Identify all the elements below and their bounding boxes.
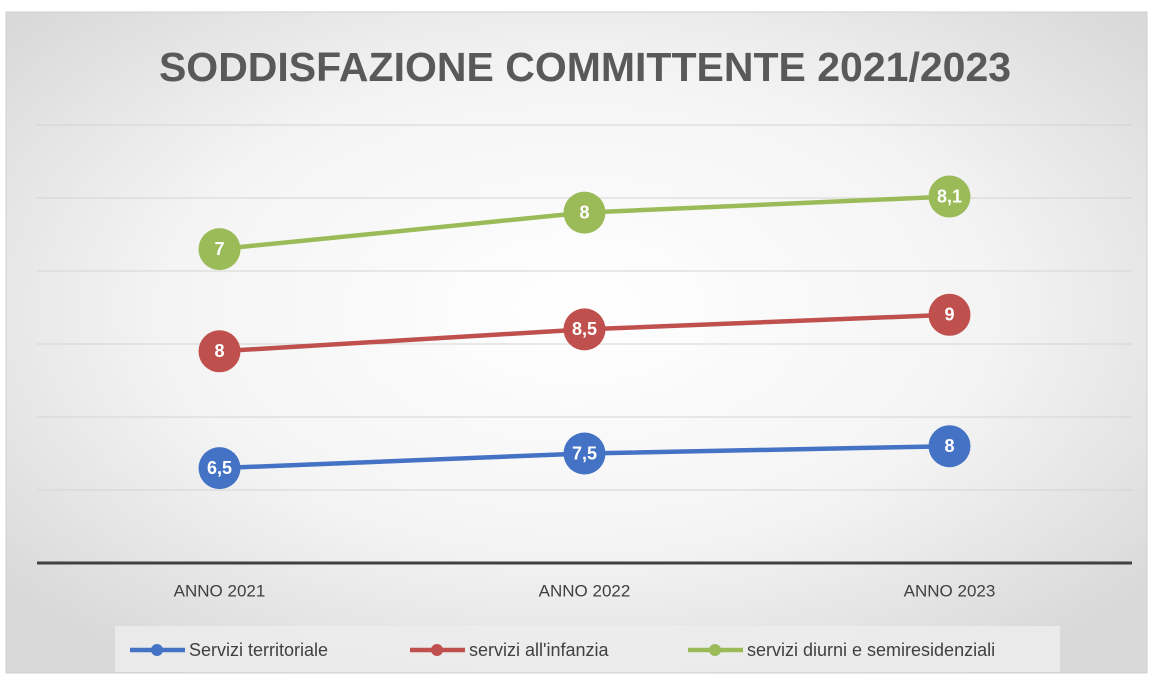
legend-marker	[709, 644, 721, 656]
legend-label: Servizi territoriale	[189, 640, 328, 660]
legend-marker	[151, 644, 163, 656]
data-label: 7,5	[572, 443, 597, 463]
data-label: 8,1	[937, 186, 962, 206]
marker	[198, 447, 241, 490]
legend-box	[115, 626, 1060, 672]
data-label: 8,5	[572, 319, 597, 339]
x-tick-label: ANNO 2022	[539, 581, 631, 600]
marker	[928, 293, 971, 336]
data-label: 9	[944, 305, 954, 325]
marker	[928, 425, 971, 468]
data-label: 7	[214, 239, 224, 259]
marker	[198, 228, 241, 271]
legend-label: servizi diurni e semiresidenziali	[747, 640, 995, 660]
data-label: 8	[944, 436, 954, 456]
data-label: 8	[579, 202, 589, 222]
marker	[563, 191, 606, 234]
marker	[928, 175, 971, 218]
legend-label: servizi all'infanzia	[469, 640, 609, 660]
legend-marker	[431, 644, 443, 656]
marker	[198, 330, 241, 373]
x-tick-label: ANNO 2021	[174, 581, 266, 600]
data-label: 6,5	[207, 458, 232, 478]
data-label: 8	[214, 341, 224, 361]
marker	[563, 308, 606, 351]
x-tick-label: ANNO 2023	[904, 581, 996, 600]
marker	[563, 432, 606, 475]
chart-title: SODDISFAZIONE COMMITTENTE 2021/2023	[159, 44, 1011, 90]
